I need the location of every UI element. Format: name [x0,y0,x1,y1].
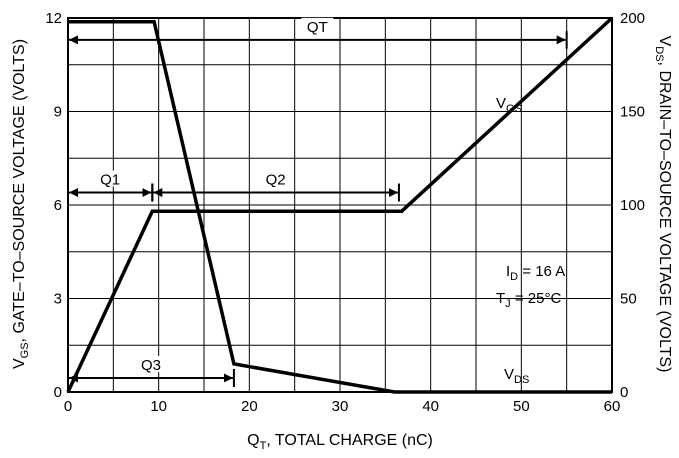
right-y-tick-label: 200 [620,10,645,27]
right-y-tick-label: 100 [620,197,645,214]
left-y-tick-label: 12 [45,10,62,27]
left-y-tick-label: 6 [54,197,62,214]
junction-temp-note: TJ = 25°C [496,290,561,310]
x-tick-label: 10 [150,398,167,415]
q3-label: Q3 [141,357,161,374]
x-tick-labels: 0 10 20 30 40 50 60 [64,398,621,415]
vgs-series-label: VGS [496,95,522,115]
x-tick-label: 40 [422,398,439,415]
right-y-tick-labels: 0 50 100 150 200 [620,10,645,401]
x-tick-label: 30 [332,398,349,415]
right-y-tick-label: 150 [620,104,645,121]
x-tick-label: 0 [64,398,72,415]
right-y-tick-label: 0 [620,384,628,401]
left-y-tick-label: 0 [54,384,62,401]
x-tick-label: 50 [513,398,530,415]
left-y-axis-title: VGS, GATE–TO–SOURCE VOLTAGE (VOLTS) [11,39,31,369]
series-lines [66,16,614,394]
right-y-tick-label: 50 [620,291,637,308]
q2-label: Q2 [266,172,286,189]
right-y-axis-title: VDS, DRAIN–TO–SOURCE VOLTAGE (VOLTS) [653,36,673,373]
qt-label: QT [307,19,328,36]
vds-series-label: VDS [504,366,529,386]
drain-current-note: ID = 16 A [506,263,565,283]
plot-frame [67,17,613,393]
x-tick-label: 20 [241,398,258,415]
q1-label-bg [94,170,127,187]
q1-label: Q1 [100,172,120,189]
qt-label-bg [301,17,334,34]
q2-label-bg [259,170,292,187]
left-y-tick-label: 3 [54,291,62,308]
vgs-series-line [66,16,614,393]
left-y-tick-labels: 0 3 6 9 12 [45,10,62,401]
grid [68,18,612,392]
q3-label-bg [134,355,167,372]
left-y-tick-label: 9 [54,104,62,121]
x-tick-label: 60 [604,398,621,415]
x-axis-title: QT, TOTAL CHARGE (nC) [247,432,433,452]
vds-series-line [68,19,612,394]
annotations: QT Q1 Q2 Q3 [67,17,568,387]
